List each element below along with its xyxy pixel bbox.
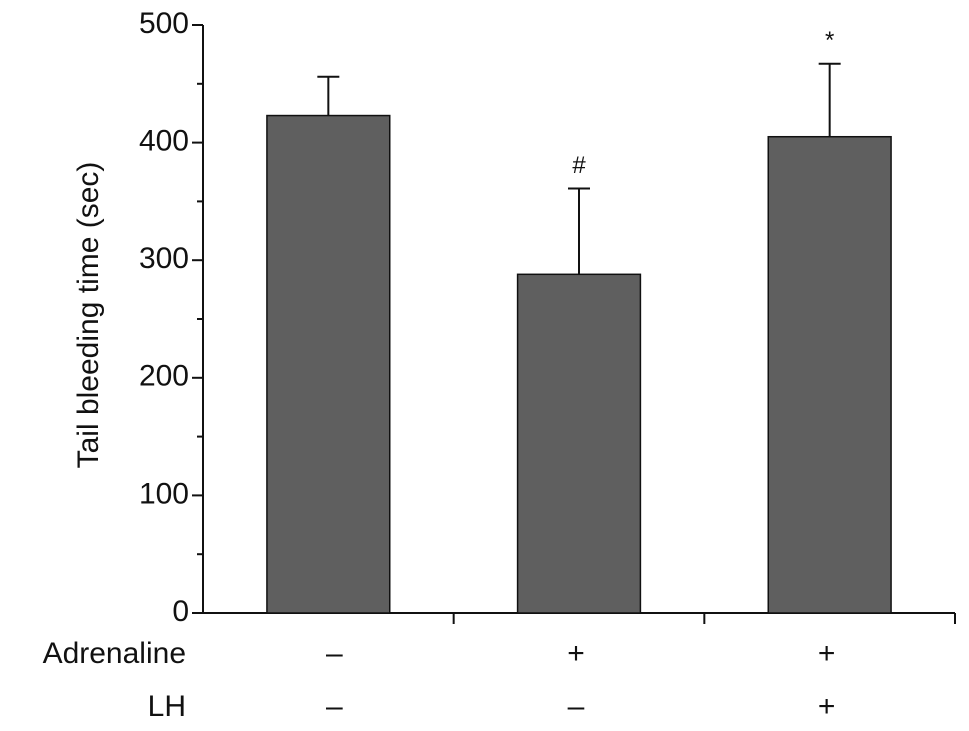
y-tick-label: 200 bbox=[139, 360, 189, 393]
bar bbox=[516, 273, 642, 614]
annotation: * bbox=[825, 27, 834, 54]
y-tick-label: 400 bbox=[139, 125, 189, 158]
y-tick-label: 0 bbox=[172, 595, 189, 628]
annotation: # bbox=[572, 152, 586, 179]
factor-level: + bbox=[818, 690, 836, 723]
factor-level: + bbox=[818, 637, 836, 670]
factor-label: Adrenaline bbox=[43, 637, 186, 670]
bar bbox=[266, 114, 391, 614]
factor-level: – bbox=[568, 690, 585, 723]
y-tick-label: 500 bbox=[139, 7, 189, 40]
factor-label: LH bbox=[148, 690, 186, 723]
factor-level: + bbox=[567, 637, 585, 670]
factor-level: – bbox=[326, 637, 343, 670]
y-axis-label: Tail bleeding time (sec) bbox=[72, 162, 105, 469]
y-tick-label: 300 bbox=[139, 242, 189, 275]
factor-level: – bbox=[326, 690, 343, 723]
y-tick-label: 100 bbox=[139, 477, 189, 510]
bar bbox=[767, 135, 892, 614]
